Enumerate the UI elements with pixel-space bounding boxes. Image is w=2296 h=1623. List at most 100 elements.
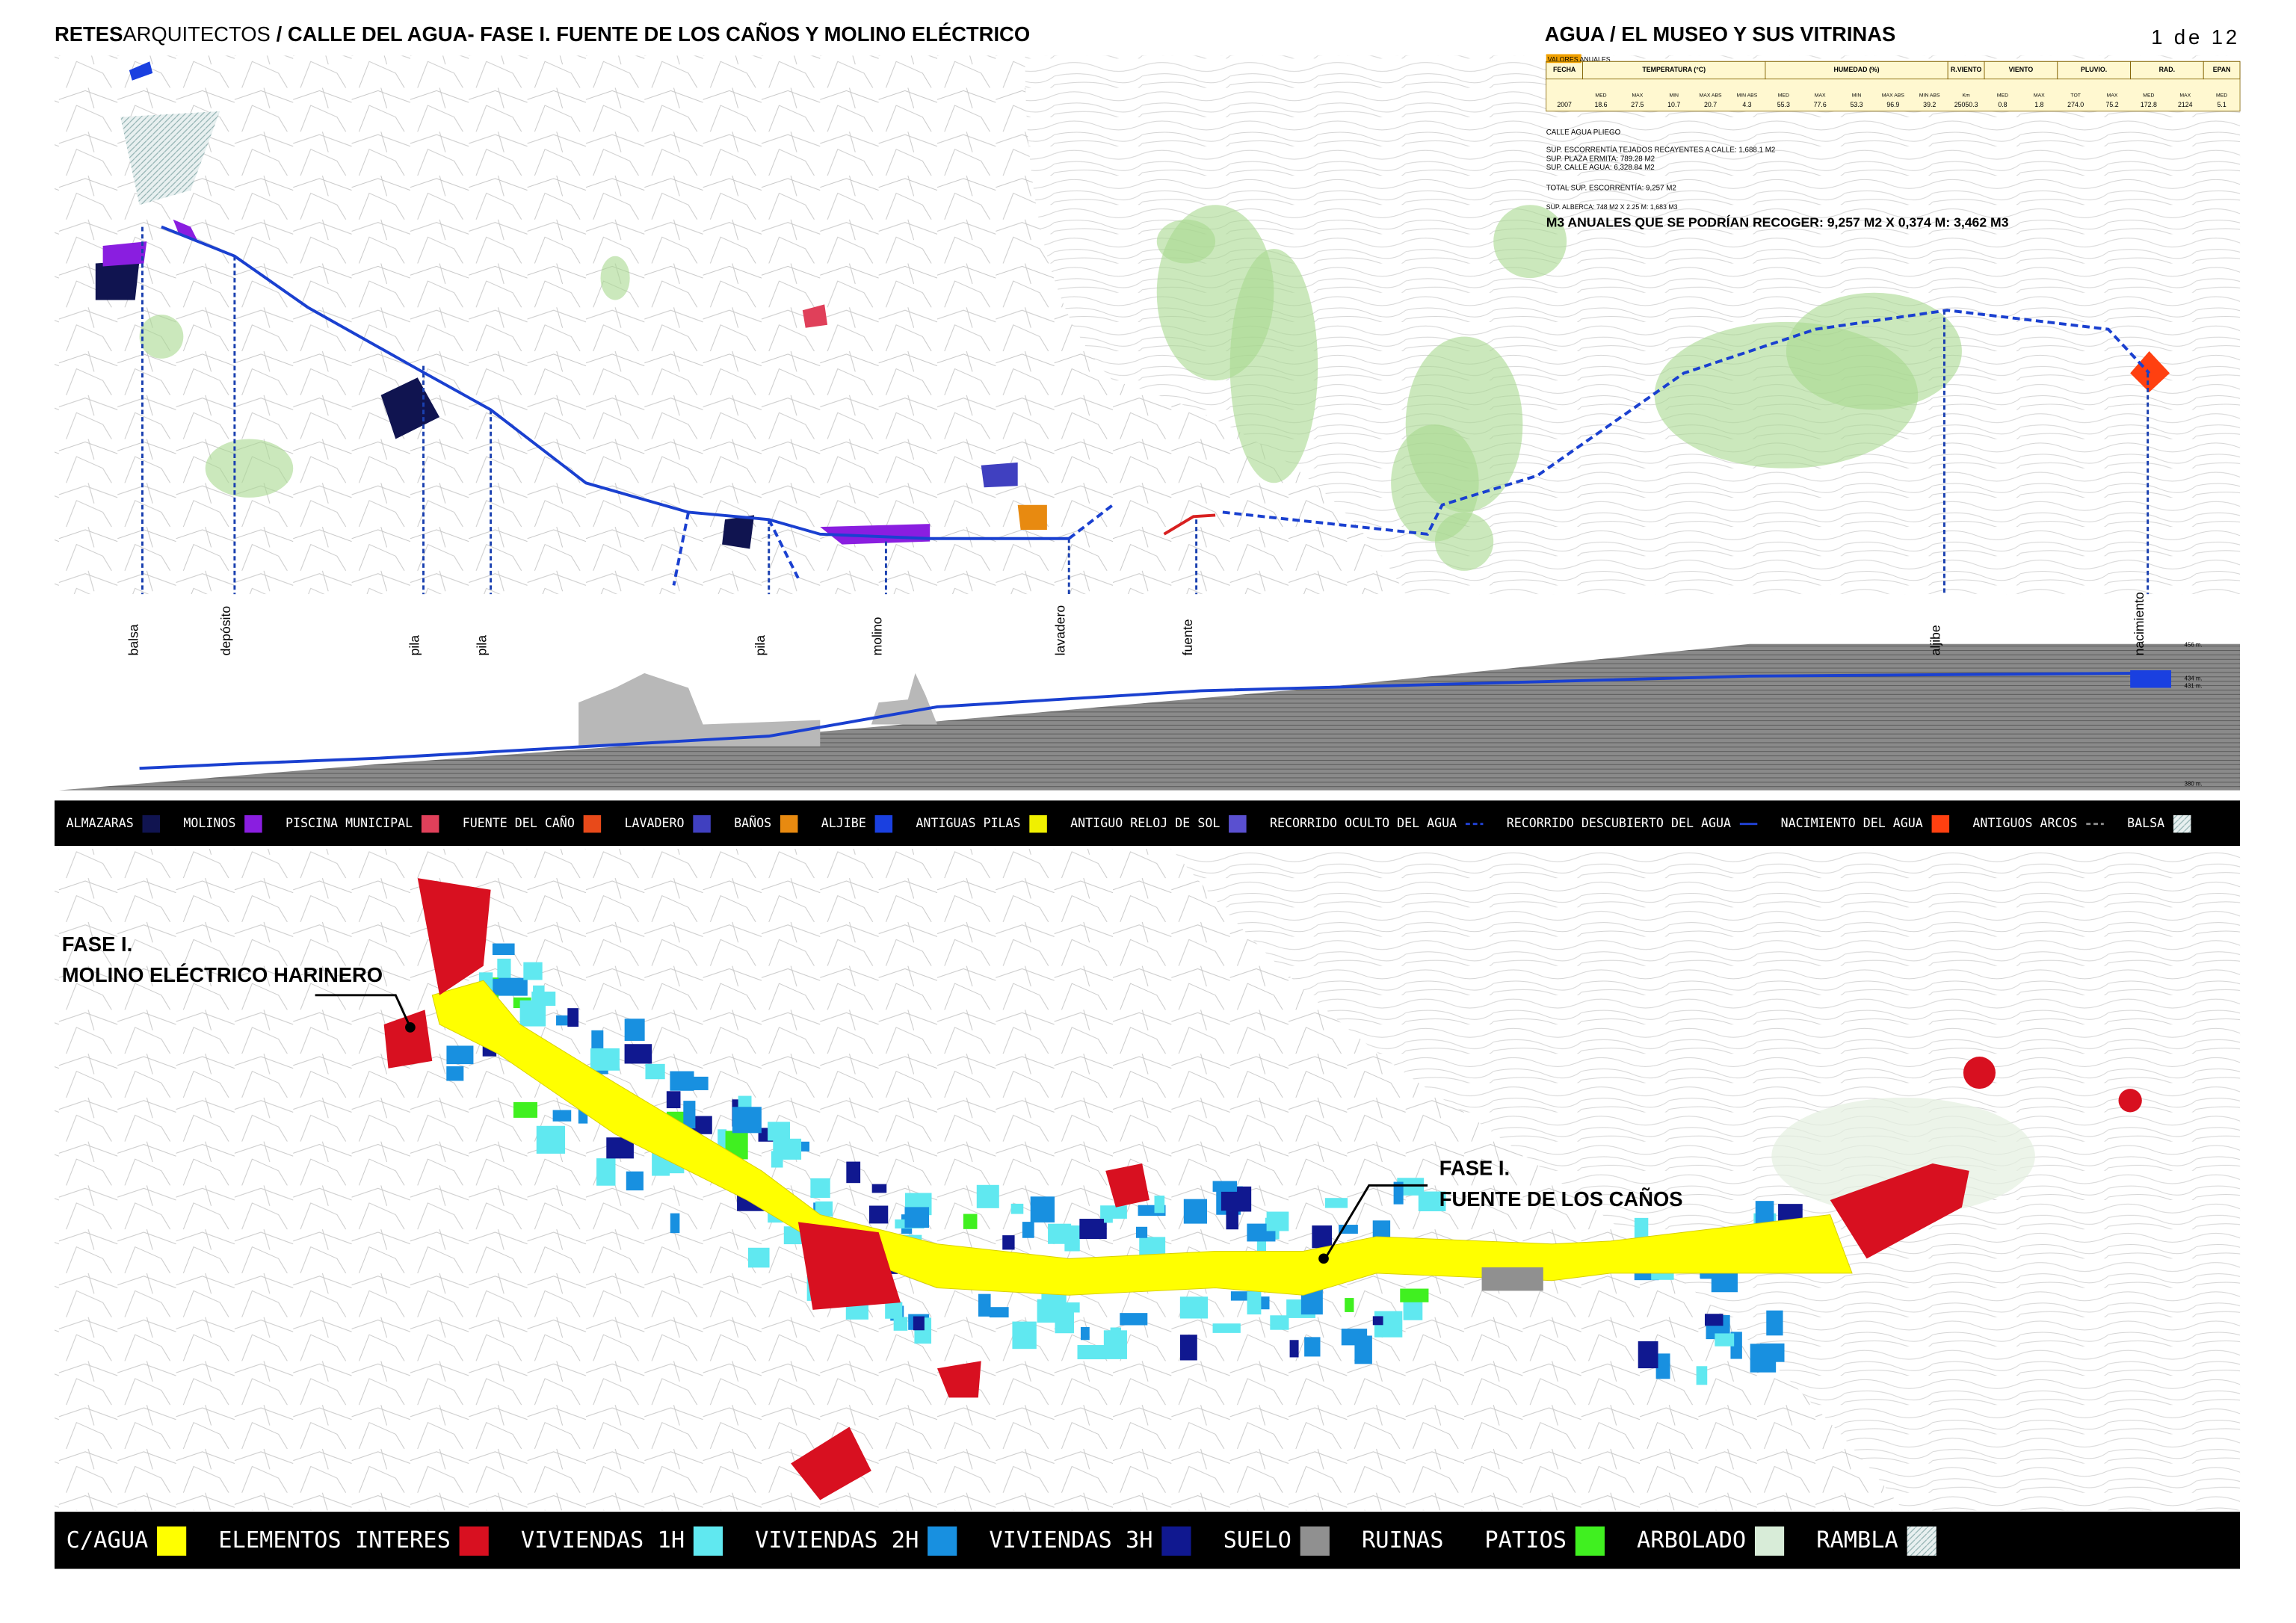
table-caption: VALORES ANUALES bbox=[1548, 55, 1611, 63]
building bbox=[689, 1076, 709, 1090]
building bbox=[1179, 1296, 1209, 1319]
building bbox=[1324, 1198, 1348, 1208]
building bbox=[1638, 1341, 1658, 1369]
building bbox=[1010, 1203, 1024, 1214]
section-title: AGUA / EL MUSEO Y SUS VITRINAS bbox=[1545, 22, 1896, 46]
table-group: EPAN bbox=[2213, 66, 2231, 73]
table-subheader: MIN bbox=[1669, 93, 1679, 98]
building bbox=[1345, 1298, 1354, 1312]
building bbox=[885, 1302, 903, 1319]
building bbox=[552, 1110, 572, 1122]
tree-cluster bbox=[1434, 512, 1494, 571]
table-subheader: TOT bbox=[2070, 93, 2081, 98]
notes-total: TOTAL SUP. ESCORRENTÍA: 9,257 M2 bbox=[1546, 185, 1676, 193]
table-group: HUMEDAD (%) bbox=[1833, 66, 1879, 73]
legend-swatch bbox=[928, 1526, 957, 1556]
building bbox=[1183, 1199, 1207, 1224]
table-cell: 2124 bbox=[2178, 101, 2193, 108]
table-subheader: MED bbox=[2216, 93, 2227, 98]
building bbox=[446, 1066, 464, 1081]
table-cell: 27.5 bbox=[1631, 101, 1644, 108]
station-label: pila bbox=[407, 635, 422, 656]
building bbox=[1048, 1223, 1072, 1244]
building bbox=[1418, 1191, 1446, 1211]
building bbox=[871, 1184, 887, 1193]
page-number: 1 de 12 bbox=[2151, 25, 2240, 49]
building bbox=[670, 1213, 680, 1234]
table-cell: 5.1 bbox=[2218, 101, 2226, 108]
building bbox=[1012, 1321, 1037, 1350]
table-cell: 18.6 bbox=[1594, 101, 1607, 108]
table-group: RAD. bbox=[2159, 66, 2176, 73]
table-caption-bg bbox=[1546, 54, 1581, 64]
legend-swatch bbox=[1161, 1526, 1191, 1556]
landmark bbox=[95, 260, 140, 300]
building bbox=[846, 1161, 861, 1184]
building bbox=[645, 1063, 665, 1080]
building bbox=[1696, 1366, 1708, 1385]
legend-swatch bbox=[1029, 814, 1047, 833]
table-cell: 53.3 bbox=[1850, 101, 1863, 108]
table-subheader: MAX bbox=[2034, 93, 2045, 98]
station-label: lavadero bbox=[1052, 605, 1067, 656]
legend-label: ELEMENTOS INTERES bbox=[218, 1527, 451, 1554]
building bbox=[868, 1205, 889, 1224]
legend-swatch bbox=[693, 814, 711, 833]
notes-result: M3 ANUALES QUE SE PODRÍAN RECOGER: 9,257… bbox=[1546, 214, 2009, 230]
building bbox=[1002, 1235, 1015, 1250]
brand-bold: RETES bbox=[55, 22, 123, 46]
building bbox=[536, 1125, 566, 1154]
building bbox=[773, 1138, 802, 1160]
building bbox=[596, 1158, 616, 1186]
building bbox=[1110, 1327, 1121, 1352]
building bbox=[1037, 1299, 1062, 1323]
legend-label: ANTIGUAS PILAS bbox=[916, 816, 1020, 830]
legend-swatch bbox=[2173, 814, 2191, 833]
table-cell: 0.8 bbox=[1998, 101, 2007, 108]
table-subheader: MIN ABS bbox=[1919, 93, 1940, 98]
building bbox=[1212, 1323, 1241, 1333]
top-map bbox=[54, 55, 2241, 761]
legend-label: C/AGUA bbox=[67, 1527, 149, 1554]
table-group: PLUVIO. bbox=[2081, 66, 2107, 73]
building bbox=[976, 1184, 999, 1208]
table-cell: 20.7 bbox=[1704, 101, 1717, 108]
legend-label: NACIMIENTO DEL AGUA bbox=[1781, 816, 1923, 830]
legend-swatch bbox=[244, 814, 262, 833]
legend-label: PISCINA MUNICIPAL bbox=[286, 816, 413, 830]
legend-label: ANTIGUO RELOJ DE SOL bbox=[1070, 816, 1220, 830]
building bbox=[591, 1030, 604, 1054]
landmark bbox=[129, 61, 153, 81]
legend-swatch bbox=[157, 1526, 187, 1556]
building bbox=[913, 1316, 925, 1331]
legend-label: RUINAS bbox=[1362, 1527, 1444, 1554]
station-label: pila bbox=[753, 635, 768, 656]
tree-cluster bbox=[139, 315, 184, 359]
phase-subtitle: FUENTE DE LOS CAÑOS bbox=[1439, 1187, 1683, 1211]
legend-label: VIVIENDAS 3H bbox=[989, 1527, 1152, 1554]
building bbox=[1393, 1181, 1404, 1205]
legend-swatch bbox=[780, 814, 798, 833]
station-label: pila bbox=[475, 635, 490, 656]
legend-swatch bbox=[583, 814, 602, 833]
table-cell: 4.3 bbox=[1742, 101, 1751, 108]
climate-table: VALORES ANUALES FECHA TEMPERATURA (°C) HUME… bbox=[1546, 54, 2241, 112]
title: / CALLE DEL AGUA- FASE I. FUENTE DE LOS … bbox=[277, 22, 1031, 46]
legend-label: SUELO bbox=[1223, 1527, 1292, 1554]
brand: ARQUITECTOS bbox=[123, 22, 270, 46]
building bbox=[1759, 1343, 1785, 1362]
legend-swatch bbox=[1931, 814, 1950, 833]
building bbox=[519, 1000, 546, 1027]
building bbox=[1135, 1226, 1148, 1238]
building bbox=[1120, 1313, 1148, 1326]
legend-top: ALMAZARAS MOLINOS PISCINA MUNICIPAL FUENTE … bbox=[54, 800, 2241, 847]
building bbox=[1154, 1196, 1165, 1214]
building bbox=[590, 1048, 620, 1071]
building bbox=[624, 1044, 652, 1064]
building bbox=[1080, 1326, 1090, 1341]
table-cell: 2007 bbox=[1557, 101, 1572, 108]
table-subheader: MIN ABS bbox=[1737, 93, 1758, 98]
elevation-label: 431 m. bbox=[2185, 683, 2203, 690]
tree-cluster bbox=[1156, 219, 1216, 264]
legend-swatch bbox=[693, 1526, 723, 1556]
